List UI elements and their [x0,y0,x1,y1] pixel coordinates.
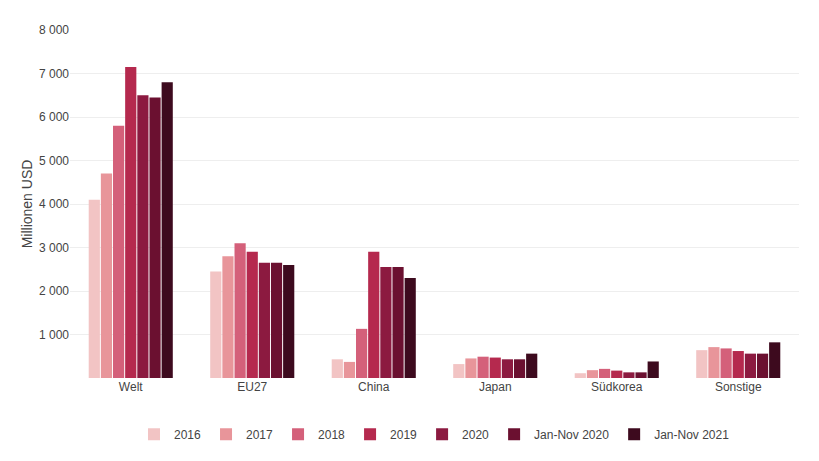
svg-text:Millionen USD: Millionen USD [19,160,35,249]
svg-text:EU27: EU27 [237,380,267,394]
svg-text:Welt: Welt [119,380,143,394]
svg-text:China: China [358,380,390,394]
svg-text:3 000: 3 000 [39,241,69,255]
svg-text:2016: 2016 [174,428,201,442]
svg-text:Sonstige: Sonstige [715,380,762,394]
svg-text:2017: 2017 [246,428,273,442]
svg-text:Südkorea: Südkorea [591,380,643,394]
svg-text:Jan-Nov 2021: Jan-Nov 2021 [654,428,729,442]
svg-text:2 000: 2 000 [39,284,69,298]
svg-text:8 000: 8 000 [39,23,69,37]
svg-text:Japan: Japan [479,380,512,394]
svg-text:7 000: 7 000 [39,67,69,81]
svg-text:6 000: 6 000 [39,110,69,124]
svg-text:4 000: 4 000 [39,197,69,211]
svg-text:2019: 2019 [390,428,417,442]
svg-text:1 000: 1 000 [39,328,69,342]
svg-text:2020: 2020 [462,428,489,442]
svg-text:5 000: 5 000 [39,154,69,168]
svg-text:2018: 2018 [318,428,345,442]
svg-text:Jan-Nov 2020: Jan-Nov 2020 [534,428,609,442]
